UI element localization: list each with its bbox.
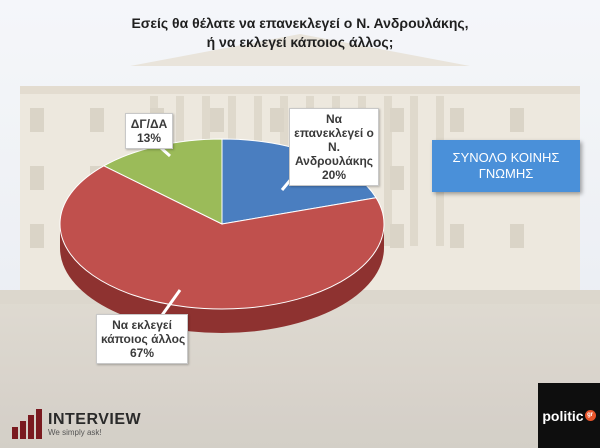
chart-title: Εσείς θα θέλατε να επανεκλεγεί ο Ν. Ανδρ…	[0, 14, 600, 52]
politic-logo-dot: gr	[584, 410, 596, 421]
summary-box: ΣΥΝΟΛΟ ΚΟΙΝΗΣ ΓΝΩΜΗΣ	[432, 140, 580, 192]
pie-slice-side-someone-else	[60, 224, 384, 333]
data-label-dont-know-value: 13%	[136, 131, 162, 145]
politic-logo-name: politic	[542, 407, 584, 424]
interview-logo-slogan: We simply ask!	[48, 427, 102, 437]
summary-box-line-1: ΣΥΝΟΛΟ ΚΟΙΝΗΣ	[452, 150, 560, 165]
data-label-someone-else-line-2: κάποιος άλλος	[101, 332, 186, 346]
interview-bars-icon	[12, 409, 42, 439]
interview-logo-name: INTERVIEW	[48, 410, 142, 428]
data-label-reelect-line-3: Ν.	[328, 140, 340, 154]
data-label-reelect-line-4: Ανδρουλάκης	[294, 154, 374, 168]
pie-slice-someone-else	[59, 165, 385, 310]
data-label-reelect-value: 20%	[321, 168, 347, 182]
data-label-someone-else-value: 67%	[129, 346, 155, 360]
data-label-reelect-line-2: επανεκλεγεί ο	[294, 126, 374, 140]
data-label-dont-know-line-1: ΔΓ/ΔΑ	[130, 117, 168, 131]
summary-box-line-2: ΓΝΩΜΗΣ	[478, 166, 534, 181]
data-label-dont-know: ΔΓ/ΔΑ 13%	[125, 113, 173, 149]
interview-logo: INTERVIEW We simply ask!	[12, 406, 141, 442]
chart-title-line-1: Εσείς θα θέλατε να επανεκλεγεί ο Ν. Ανδρ…	[131, 15, 469, 31]
data-label-reelect: Να επανεκλεγεί ο Ν. Ανδρουλάκης 20%	[289, 108, 379, 186]
data-label-someone-else-line-1: Να εκλεγεί	[112, 318, 172, 332]
data-label-reelect-line-1: Να	[325, 112, 343, 126]
politic-logo: politic gr	[538, 383, 600, 448]
leader-line-someone-else	[158, 289, 182, 319]
data-label-someone-else: Να εκλεγεί κάποιος άλλος 67%	[96, 314, 188, 364]
chart-title-line-2: ή να εκλεγεί κάποιος άλλος;	[206, 34, 394, 50]
